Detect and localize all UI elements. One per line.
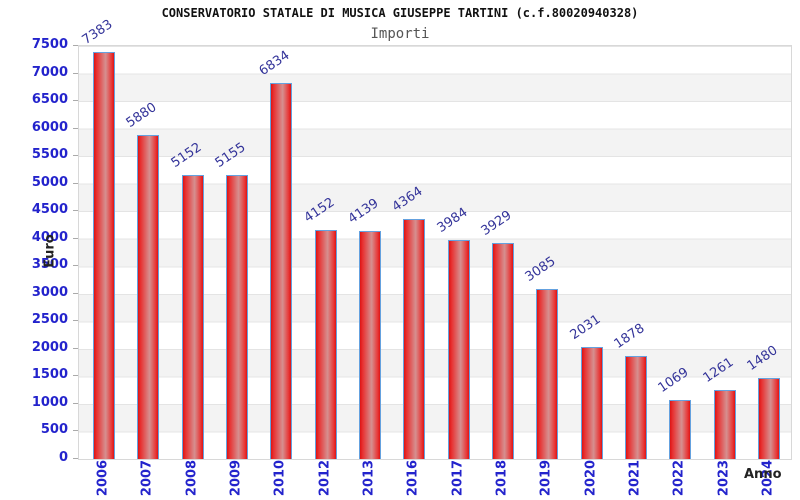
y-tick-mark [73, 210, 78, 212]
bar-value-label: 5880 [123, 100, 160, 131]
y-tick-mark [73, 127, 78, 129]
y-tick-label: 1500 [31, 367, 68, 383]
bar [669, 400, 692, 459]
bar-value-label: 4152 [301, 195, 337, 226]
x-tick-label: 2016 [405, 459, 421, 497]
bar-value-label: 3984 [434, 205, 470, 236]
bar-value-label: 4139 [345, 196, 382, 227]
y-tick-mark [73, 402, 78, 404]
bar [225, 175, 248, 459]
x-tick-label: 2018 [494, 459, 510, 497]
x-tick-label: 2009 [228, 459, 244, 497]
bar [536, 289, 559, 459]
x-tick-label: 2021 [627, 459, 643, 497]
bar-value-label: 1878 [611, 321, 648, 352]
x-tick-label: 2008 [184, 459, 200, 497]
y-tick-mark [73, 45, 78, 46]
y-tick-label: 5000 [31, 174, 68, 190]
bar [358, 231, 381, 459]
x-axis: 2006 2007 2008 2009 2010 2012 2013 2016 2017 2018… [78, 459, 790, 500]
y-tick-label: 4000 [31, 229, 68, 245]
x-tick-label: 2007 [139, 459, 155, 497]
y-tick-label: 5500 [31, 147, 68, 163]
bar-value-label: 6834 [256, 48, 293, 79]
y-tick-mark [73, 375, 78, 377]
chart-subtitle: Importi [370, 26, 430, 42]
y-tick-mark [73, 182, 78, 184]
y-tick-label: 2000 [31, 339, 68, 355]
plot-area: 7383 5880 5152 5155 6834 4152 4139 4364 3984 3929… [78, 17, 792, 460]
bar [181, 175, 204, 459]
x-tick-label: 2013 [361, 459, 377, 497]
bar-value-label: 2031 [567, 312, 603, 343]
bar-value-label: 1069 [655, 365, 692, 396]
bar [403, 219, 426, 459]
y-tick-mark [73, 100, 78, 102]
bar-value-label: 3085 [522, 254, 559, 285]
bar-value-label: 4364 [389, 184, 426, 215]
y-tick-mark [73, 155, 78, 157]
bar [92, 52, 115, 459]
y-tick-mark [73, 320, 78, 322]
y-tick-label: 6500 [31, 92, 68, 108]
y-tick-label: 7500 [31, 37, 68, 52]
y-tick-label: 1000 [31, 394, 68, 410]
y-tick-label: 7000 [31, 64, 68, 80]
x-axis-title: Anno [744, 467, 782, 482]
y-tick-mark [73, 347, 78, 349]
x-tick-label: 2006 [95, 459, 111, 497]
y-tick-label: 500 [40, 422, 68, 438]
y-tick-mark [73, 265, 78, 267]
y-axis: 0 500 1000 1500 2000 2500 3000 3500 4000 4500 5000… [0, 0, 78, 500]
bar-value-label: 3929 [478, 208, 515, 239]
bar-value-label: 5155 [212, 140, 249, 171]
x-tick-label: 2017 [450, 459, 466, 497]
x-tick-label: 2019 [538, 459, 554, 497]
bar-value-label: 1261 [700, 355, 736, 386]
bar-value-label: 5152 [168, 140, 204, 171]
y-tick-mark [73, 458, 78, 459]
x-tick-label: 2020 [583, 459, 599, 497]
bar-value-label: 1480 [744, 343, 781, 374]
y-tick-mark [73, 430, 78, 432]
x-tick-label: 2012 [317, 459, 333, 497]
x-tick-label: 2022 [671, 459, 687, 497]
bar [314, 230, 337, 459]
bar [624, 356, 647, 459]
y-axis-title: Euro [42, 234, 58, 268]
y-tick-mark [73, 292, 78, 294]
y-tick-mark [73, 72, 78, 74]
bar [270, 83, 293, 459]
y-tick-label: 3500 [31, 257, 68, 273]
y-tick-label: 4500 [31, 202, 68, 218]
bar [447, 240, 470, 459]
x-tick-label: 2023 [716, 459, 732, 497]
bar [580, 347, 603, 459]
bar [757, 378, 780, 459]
y-tick-label: 6000 [31, 119, 68, 135]
bar [491, 243, 514, 459]
y-tick-label: 0 [58, 450, 68, 465]
bar-value-label: 7383 [79, 17, 116, 48]
x-tick-label: 2010 [272, 459, 288, 497]
y-tick-mark [73, 237, 78, 239]
bar [713, 390, 736, 459]
chart-title: CONSERVATORIO STATALE DI MUSICA GIUSEPPE… [161, 6, 639, 20]
bar [137, 135, 160, 459]
y-tick-label: 2500 [31, 312, 68, 328]
y-tick-label: 3000 [31, 284, 68, 300]
